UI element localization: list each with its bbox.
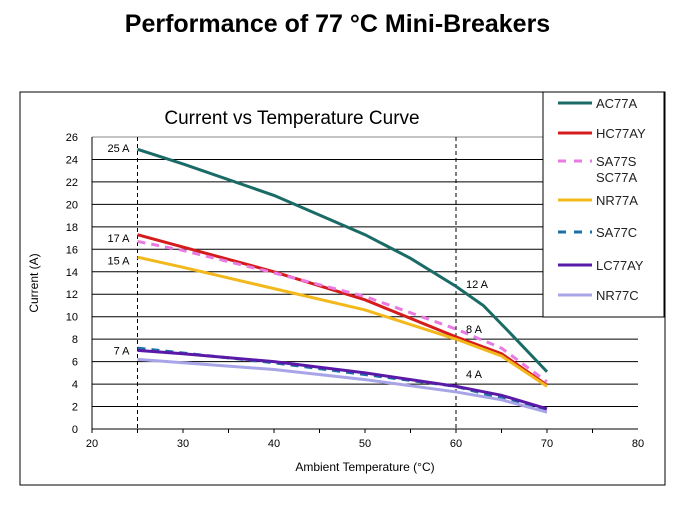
annotation-label: 25 A: [107, 143, 130, 155]
x-tick-label: 40: [268, 438, 280, 450]
series-line-hc77ay: [137, 233, 548, 387]
y-tick-label: 12: [66, 289, 78, 301]
x-tick-label: 50: [359, 438, 371, 450]
y-tick-label: 4: [72, 379, 78, 391]
y-tick-label: 26: [66, 132, 78, 144]
legend-box: [542, 91, 665, 318]
x-tick-label: 80: [632, 438, 644, 450]
series-line-sa77c: [137, 346, 548, 412]
y-tick-label: 8: [72, 334, 78, 346]
x-tick-label: 70: [541, 438, 553, 450]
y-tick-label: 24: [66, 154, 78, 166]
slide-title: Performance of 77 °C Mini-Breakers: [124, 10, 551, 38]
x-tick-label: 20: [86, 438, 98, 450]
legend-label: AC77A: [596, 96, 638, 111]
y-tick-label: 22: [66, 177, 78, 189]
series-line-lc77ay: [137, 348, 548, 411]
legend-label: HC77AY: [596, 126, 646, 141]
annotation-label: 4 A: [466, 369, 483, 381]
y-tick-label: 20: [66, 199, 78, 211]
x-axis-label: Ambient Temperature (°C): [295, 460, 434, 474]
x-tick-label: 30: [177, 438, 189, 450]
x-tick-label: 60: [450, 438, 462, 450]
y-tick-label: 16: [66, 244, 78, 256]
series-line-nr77a: [137, 255, 548, 388]
legend-label: SA77C: [596, 225, 637, 240]
annotation-label: 15 A: [107, 256, 130, 268]
annotation-label: 12 A: [466, 279, 489, 291]
legend-label: SC77A: [596, 170, 638, 185]
y-tick-label: 2: [72, 402, 78, 414]
y-tick-label: 0: [72, 424, 78, 436]
y-tick-label: 14: [66, 267, 78, 279]
annotation-label: 7 A: [114, 345, 131, 357]
annotation-label: 17 A: [107, 233, 130, 245]
series-line-ac77a: [137, 147, 549, 373]
series-line-nr77c: [137, 357, 548, 414]
y-tick-label: 10: [66, 312, 78, 324]
series-line-sa77s: [137, 239, 548, 384]
legend-label: LC77AY: [596, 258, 644, 273]
legend-label: NR77A: [596, 193, 638, 208]
legend-label: SA77S: [596, 154, 637, 169]
y-tick-label: 18: [66, 222, 78, 234]
legend-label: NR77C: [596, 288, 639, 303]
chart-frame: [19, 91, 666, 486]
y-tick-label: 6: [72, 357, 78, 369]
chart-title: Current vs Temperature Curve: [164, 108, 419, 129]
y-axis-label: Current (A): [27, 253, 41, 312]
annotation-label: 8 A: [466, 324, 483, 336]
